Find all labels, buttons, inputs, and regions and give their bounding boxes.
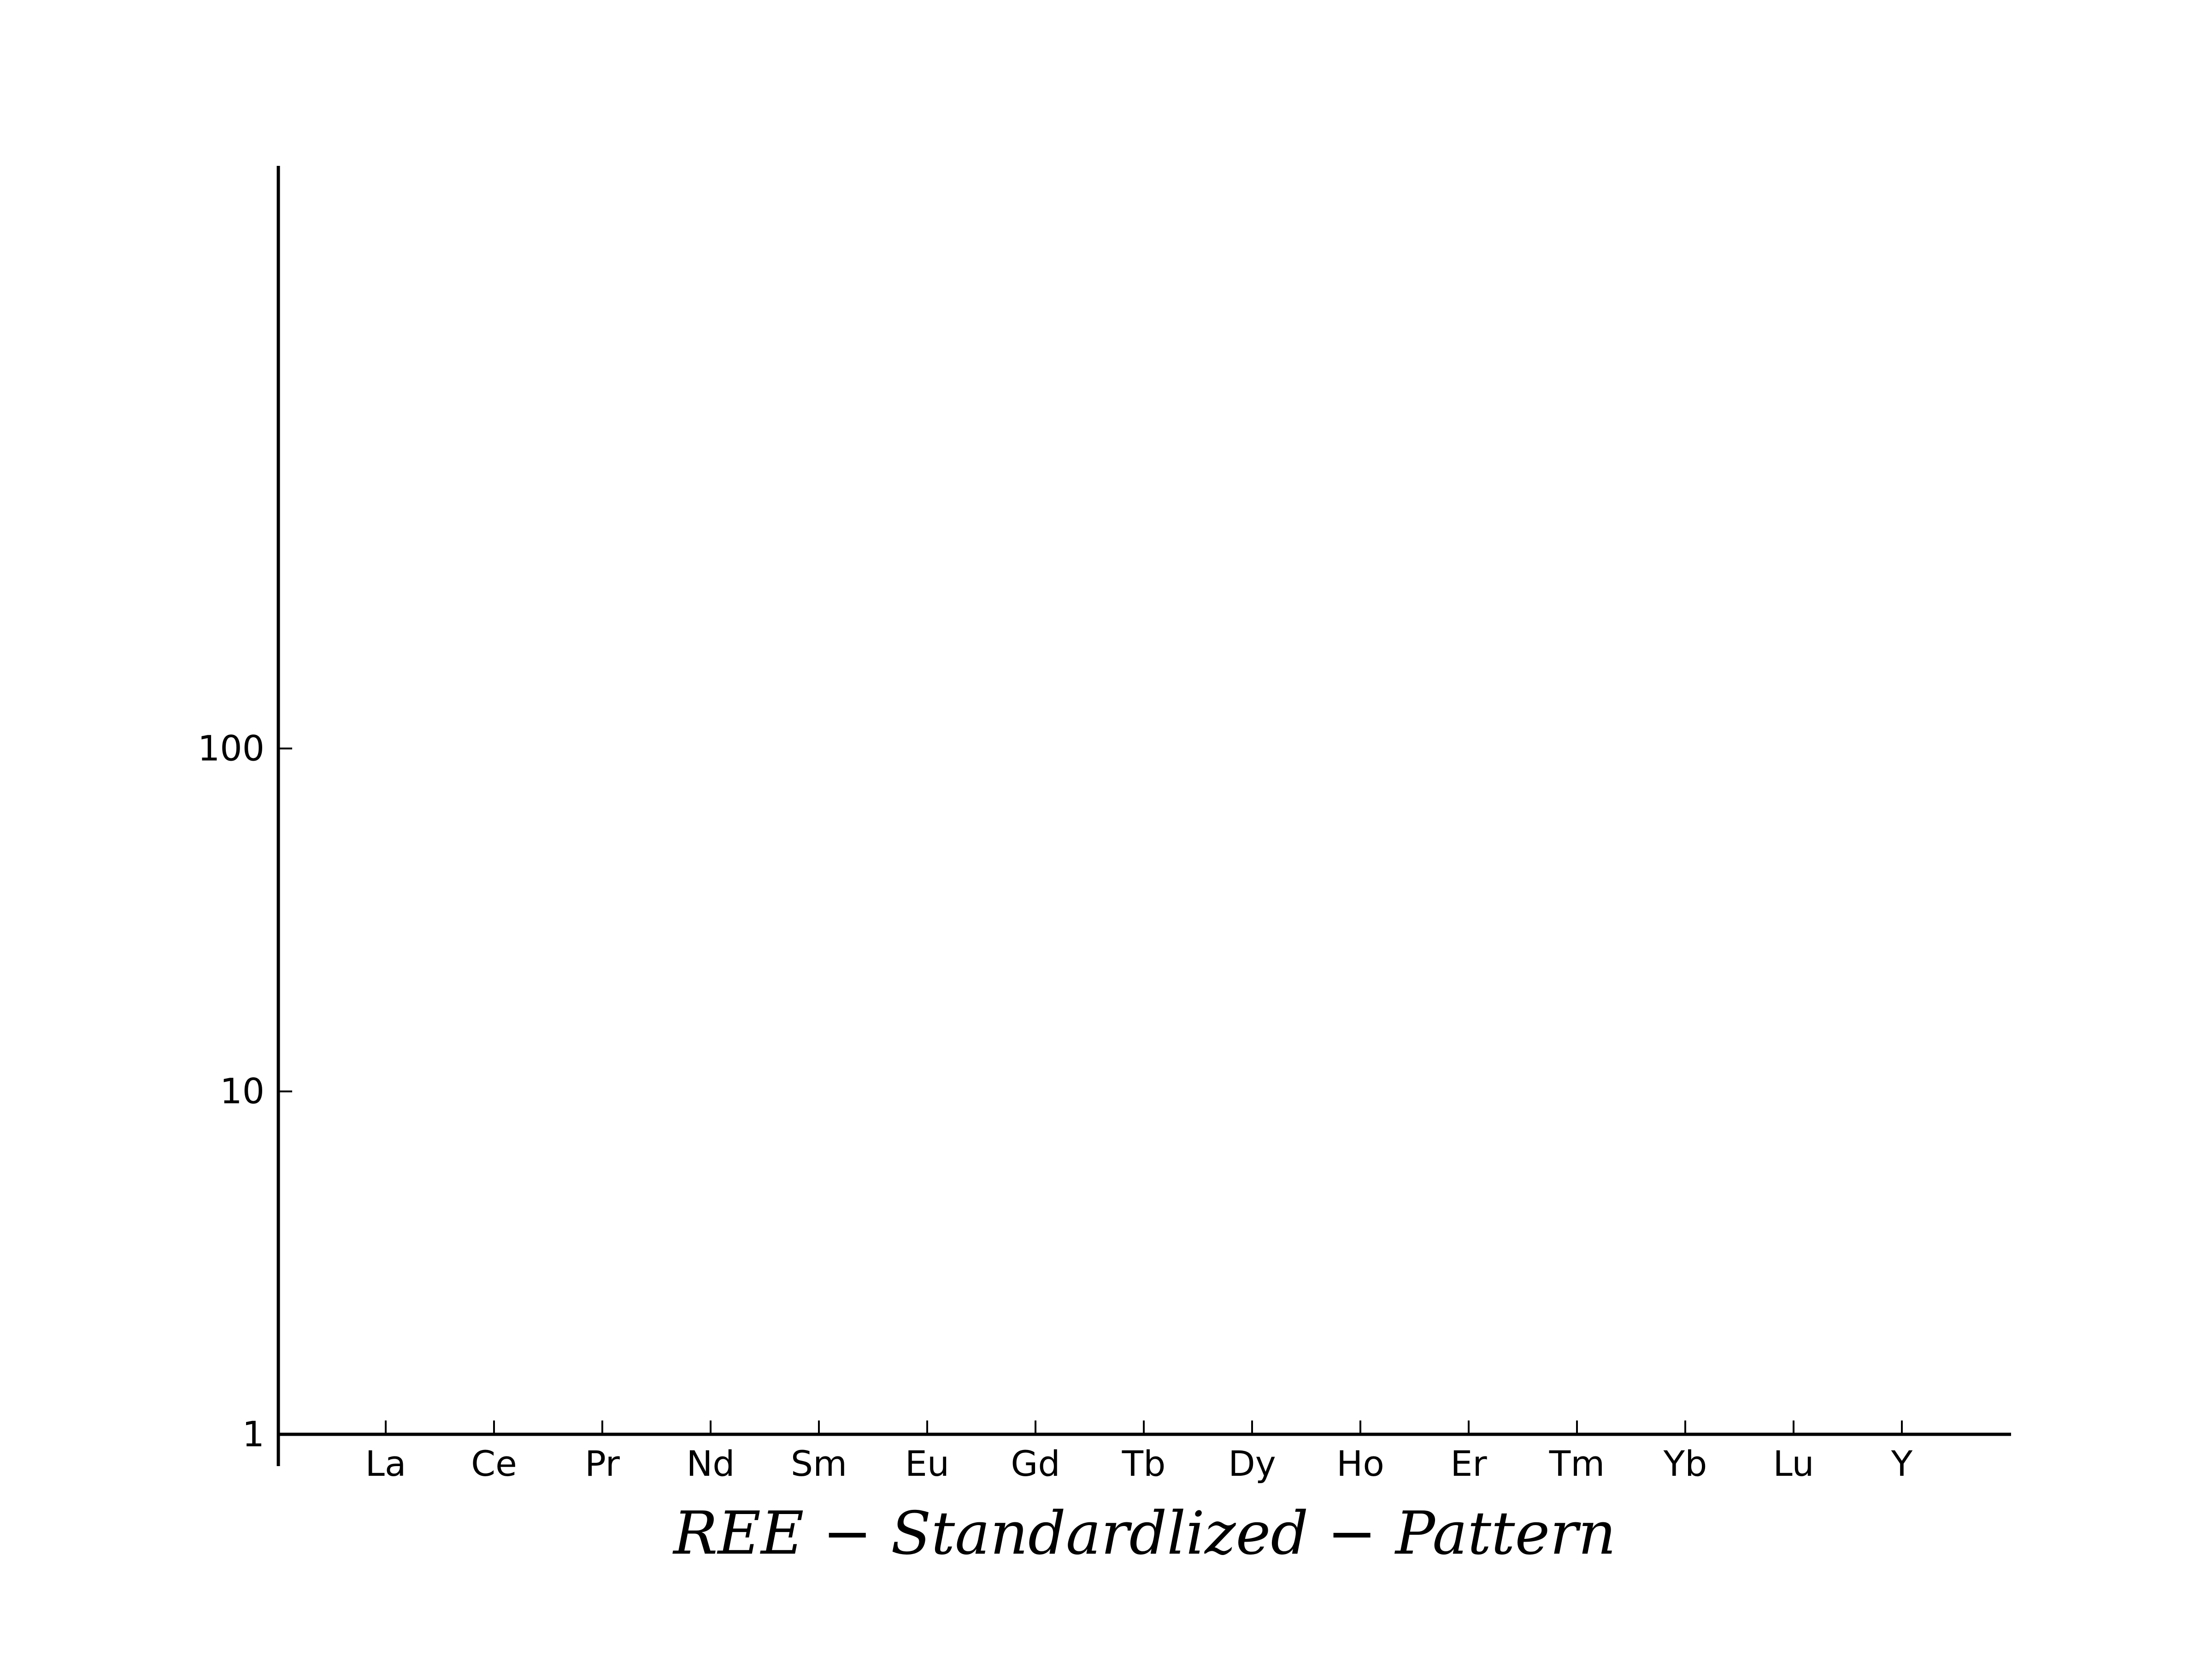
x-axis-label: REE − Standardlized − Pattern (672, 1499, 1616, 1568)
x-tick-label: Yb (1663, 1443, 1707, 1484)
x-tick-label: Ho (1336, 1443, 1384, 1484)
y-tick-label: 1 (242, 1414, 265, 1455)
y-axis-ticks: 1 10 100 (198, 728, 292, 1455)
x-tick-label: Eu (905, 1443, 949, 1484)
x-tick-label: Lu (1773, 1443, 1814, 1484)
x-axis-ticks: La Ce Pr Nd Sm Eu Gd Tb Dy Ho Er Tm Yb Lu Y (365, 1420, 1913, 1484)
y-tick-label: 100 (198, 728, 265, 769)
y-tick-label: 10 (220, 1071, 265, 1112)
x-tick-label: La (365, 1443, 406, 1484)
x-tick-label: Pr (585, 1443, 620, 1484)
x-tick-label: Ce (471, 1443, 517, 1484)
x-tick-label: Gd (1011, 1443, 1060, 1484)
x-tick-label: Nd (686, 1443, 735, 1484)
x-tick-label: Tb (1122, 1443, 1166, 1484)
x-tick-label: Sm (791, 1443, 847, 1484)
x-tick-label: Er (1450, 1443, 1487, 1484)
x-tick-label: Dy (1228, 1443, 1276, 1484)
x-tick-label: Tm (1549, 1443, 1605, 1484)
x-tick-label: Y (1891, 1443, 1913, 1484)
